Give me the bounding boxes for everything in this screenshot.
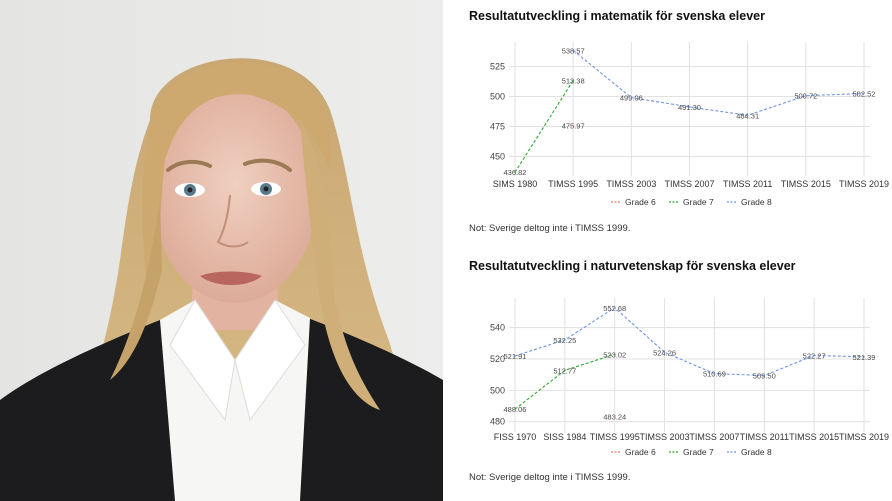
- y-tick-label: 520: [490, 354, 505, 364]
- y-tick-label: 500: [490, 92, 505, 102]
- legend-label: Grade 8: [741, 197, 772, 207]
- series-line-grade-7: [514, 353, 615, 410]
- series-line-grade-8: [572, 49, 865, 116]
- y-tick-label: 480: [490, 417, 505, 427]
- x-tick-label: TIMSS 2007: [689, 432, 739, 442]
- data-point: [863, 356, 865, 358]
- plot-area: 480 500 520 540 FISS 1970 SISS 1984 TIMSS 1995…: [490, 298, 889, 442]
- data-point: [713, 372, 716, 375]
- data-point: [763, 374, 766, 377]
- series-line-grade-8: [514, 307, 865, 377]
- chart-note-science: Not: Sverige deltog inte i TIMSS 1999.: [469, 472, 631, 483]
- x-tick-label: TIMSS 2003: [640, 432, 690, 442]
- y-tick-label: 540: [490, 323, 505, 333]
- data-point: [630, 96, 633, 99]
- y-tick-label: 475: [490, 121, 505, 131]
- x-tick-label: SISS 1984: [543, 432, 586, 442]
- data-point: [613, 306, 616, 309]
- data-point: [688, 106, 691, 108]
- data-point: [572, 79, 574, 82]
- chart-note-math: Not: Sverige deltog inte i TIMSS 1999.: [469, 223, 631, 234]
- math-line-chart: 450 475 500 525 SIMS 1980 TIMSS 1995 TIMSS 200…: [490, 42, 889, 207]
- legend: Grade 6 Grade 7 Grade 8: [611, 197, 772, 207]
- data-point: [572, 124, 574, 127]
- data-point: [564, 369, 566, 372]
- data-point: [572, 49, 574, 52]
- data-point: [613, 415, 616, 418]
- series-line-grade-7: [514, 80, 574, 173]
- x-tick-label: TIMSS 2011: [740, 432, 789, 442]
- portrait-photo: [0, 0, 443, 501]
- data-point: [564, 339, 566, 341]
- x-tick-label: TIMSS 2011: [723, 179, 772, 189]
- legend-label: Grade 7: [683, 197, 714, 207]
- legend-label: Grade 8: [741, 447, 772, 457]
- x-tick-label: TIMSS 1995: [548, 179, 598, 189]
- x-tick-label: TIMSS 2015: [789, 432, 839, 442]
- chart-title-math: Resultatutveckling i matematik för svens…: [469, 9, 765, 23]
- legend-label: Grade 6: [625, 197, 656, 207]
- chart-title-science: Resultatutveckling i naturvetenskap för …: [469, 259, 796, 273]
- x-tick-label: TIMSS 2019: [839, 179, 889, 189]
- data-point: [663, 351, 666, 354]
- x-tick-label: SIMS 1980: [493, 179, 538, 189]
- charts-panel: Resultatutveckling i matematik för svens…: [443, 0, 892, 501]
- data-point: [805, 94, 807, 97]
- data-point: [514, 408, 516, 410]
- plot-area: 450 475 500 525 SIMS 1980 TIMSS 1995 TIMSS 200…: [490, 42, 889, 189]
- legend-label: Grade 6: [625, 447, 656, 457]
- data-point: [863, 92, 865, 95]
- x-tick-label: FISS 1970: [494, 432, 537, 442]
- x-tick-label: TIMSS 2015: [781, 179, 831, 189]
- legend: Grade 6 Grade 7 Grade 8: [611, 447, 772, 457]
- x-tick-label: TIMSS 2007: [664, 179, 714, 189]
- y-tick-label: 450: [490, 151, 505, 161]
- portrait-illustration: [0, 0, 443, 501]
- data-point: [613, 353, 616, 356]
- x-tick-label: TIMSS 2019: [839, 432, 889, 442]
- data-point: [514, 355, 516, 357]
- data-point: [746, 114, 749, 117]
- data-point: [813, 354, 815, 357]
- x-tick-label: TIMSS 2003: [606, 179, 656, 189]
- x-tick-label: TIMSS 1995: [590, 432, 640, 442]
- science-line-chart: 480 500 520 540 FISS 1970 SISS 1984 TIMSS 1995…: [490, 298, 889, 457]
- y-tick-label: 500: [490, 385, 505, 395]
- y-tick-label: 525: [490, 62, 505, 72]
- data-point: [514, 171, 516, 174]
- legend-label: Grade 7: [683, 447, 714, 457]
